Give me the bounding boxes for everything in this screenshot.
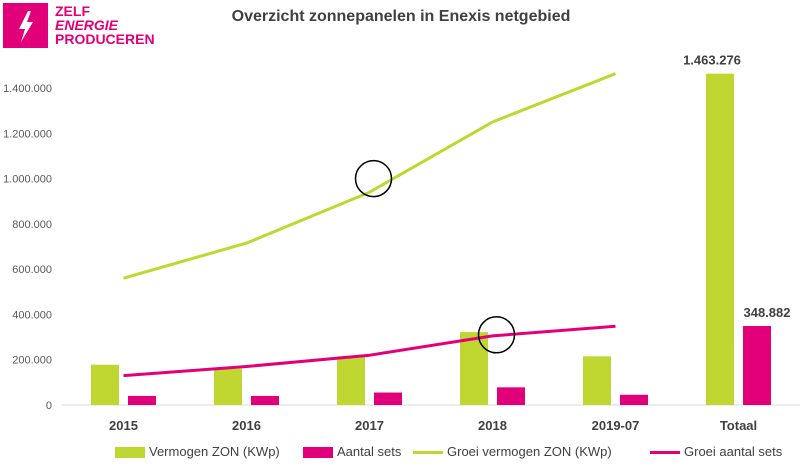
bar-aantal-sets-2018 [497, 387, 525, 405]
logo-line-2: ENERGIE [55, 17, 119, 33]
annotation-circle-2017 [354, 159, 393, 198]
chart-plot: 0 200.000 400.000 600.000 800.000 1.000.000 1.… [3, 53, 800, 433]
legend-label-aantal-sets: Aantal sets [337, 444, 402, 459]
bar-vermogen-zon-kwp-2018 [460, 332, 488, 405]
logo: ZELF ENERGIE PRODUCEREN [0, 0, 155, 56]
bar-aantal-sets-2019-07 [620, 394, 648, 405]
y-tick-label: 1.000.000 [3, 174, 52, 186]
bar-vermogen-zon-kwp-2017 [337, 356, 365, 405]
y-tick-label: 1.400.000 [3, 83, 52, 95]
bar-vermogen-zon-kwp-2019-07 [583, 356, 611, 405]
x-tick-label: 2016 [232, 418, 261, 433]
line-groei-vermogen-zon-kwp [123, 72, 617, 280]
bar-vermogen-zon-kwp-2016 [214, 368, 242, 405]
legend-item-vermogen: Vermogen ZON (KWp) [115, 444, 280, 459]
bar-aantal-sets-2015 [128, 395, 156, 405]
x-tick-label: Totaal [720, 418, 757, 433]
x-tick-label: 2018 [478, 418, 507, 433]
logo-line-1: ZELF [55, 3, 90, 19]
x-tick-label: 2019-07 [592, 418, 640, 433]
y-tick-label: 600.000 [12, 264, 52, 276]
chart-title: Overzicht zonnepanelen in Enexis netgebi… [231, 8, 571, 25]
legend-label-groei-vermogen: Groei vermogen ZON (KWp) [447, 444, 612, 459]
logo-line-3: PRODUCEREN [55, 31, 155, 47]
chart-legend: Vermogen ZON (KWp) Aantal sets Groei ver… [0, 440, 802, 462]
legend-swatch-aantal-sets [303, 447, 333, 459]
legend-item-groei-aantal-sets: Groei aantal sets [650, 444, 782, 459]
y-tick-label: 800.000 [12, 219, 52, 231]
y-tick-label: 200.000 [12, 355, 52, 367]
data-label-vermogen-zon-kwp-totaal: 1.463.276 [683, 53, 741, 68]
logo-wordmark: ZELF ENERGIE PRODUCEREN [55, 4, 155, 46]
data-label-aantal-sets-totaal: 348.882 [744, 305, 791, 320]
legend-label-groei-aantal-sets: Groei aantal sets [684, 444, 783, 459]
x-tick-label: 2015 [109, 418, 138, 433]
bar-aantal-sets-2017 [374, 392, 402, 405]
y-tick-label: 400.000 [12, 309, 52, 321]
bar-vermogen-zon-kwp-2015 [91, 364, 119, 405]
legend-item-aantal-sets: Aantal sets [303, 444, 401, 459]
annotation-circle-2018 [477, 316, 516, 354]
y-tick-label: 1.200.000 [3, 128, 52, 140]
legend-swatch-vermogen [115, 447, 145, 459]
bar-aantal-sets-totaal [743, 326, 771, 405]
lightning-bolt-icon [3, 3, 48, 48]
bar-aantal-sets-2016 [251, 395, 279, 405]
legend-swatch-groei-vermogen [413, 451, 443, 455]
bar-vermogen-zon-kwp-totaal [706, 73, 734, 405]
x-tick-label: 2017 [355, 418, 384, 433]
legend-label-vermogen: Vermogen ZON (KWp) [149, 444, 280, 459]
legend-swatch-groei-aantal-sets [650, 451, 680, 455]
y-tick-label: 0 [46, 400, 52, 412]
legend-item-groei-vermogen: Groei vermogen ZON (KWp) [413, 444, 612, 459]
line-groei-aantal-sets [123, 324, 616, 378]
